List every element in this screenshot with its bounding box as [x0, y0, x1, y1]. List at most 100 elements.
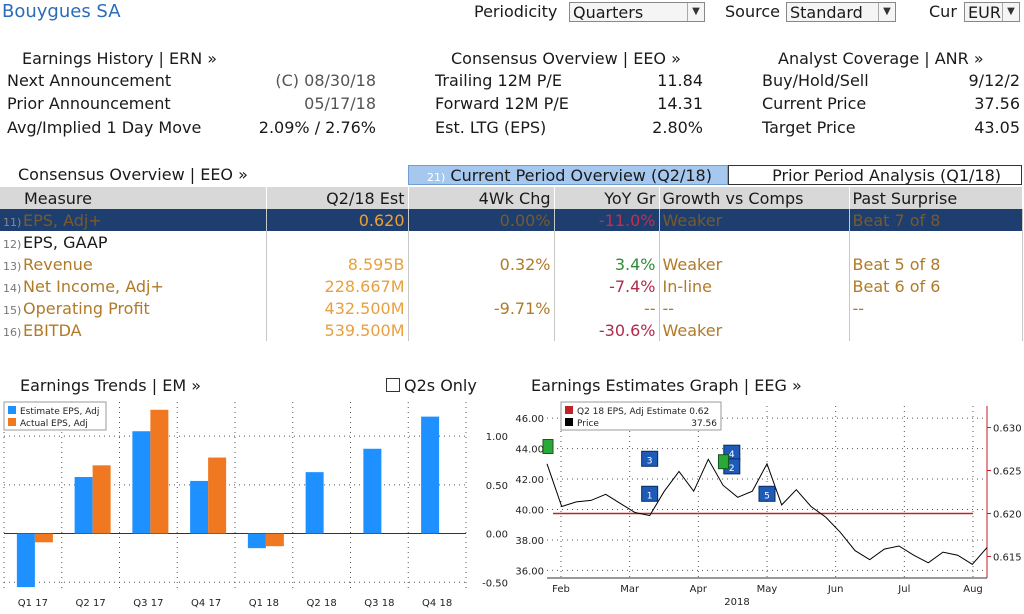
price-line [546, 458, 988, 565]
actual-bar [150, 409, 169, 534]
col-header-yoy-growth[interactable]: YoY Gr [554, 187, 660, 209]
legend-swatch [8, 406, 16, 414]
source-select[interactable]: Standard ▼ [786, 2, 896, 22]
x-tick-label: Mar [620, 584, 640, 595]
table-row[interactable]: 16) EBITDA 539.500M -30.6% Weaker [0, 319, 1023, 341]
analyst-coverage-link[interactable]: Analyst Coverage | ANR » [778, 49, 984, 68]
earnings-trends-link[interactable]: Earnings Trends | EM » [20, 376, 201, 395]
left-y-tick-label: 38.00 [515, 536, 544, 547]
consensus-table: Measure Q2/18 Est 4Wk Chg YoY Gr Growth … [0, 187, 1023, 341]
buy-hold-sell-value: 9/12/2 [968, 71, 1021, 90]
actual-bar [265, 533, 284, 547]
legend-box [3, 401, 107, 431]
estimates-graph-link[interactable]: Earnings Estimates Graph | EEG » [531, 376, 802, 395]
x-tick-label: Q2 18 [307, 598, 337, 609]
trailing-pe-label: Trailing 12M P/E [435, 71, 562, 90]
col-header-measure[interactable]: Measure [0, 187, 267, 209]
ltg-label: Est. LTG (EPS) [435, 118, 547, 137]
right-y-tick-label: 0.630 [993, 424, 1022, 435]
table-row[interactable]: 14) Net Income, Adj+ 228.667M -7.4% In-li… [0, 275, 1023, 297]
revision-marker-label: 4 [729, 450, 735, 460]
ltg-value: 2.80% [652, 118, 703, 137]
right-y-tick-label: 0.620 [993, 510, 1022, 521]
chart-legend: Estimate EPS, Adj Actual EPS, Adj [3, 401, 107, 431]
change-cell [408, 275, 555, 297]
x-tick-label: Feb [552, 584, 570, 595]
change-cell [408, 319, 555, 341]
revision-marker-label: 1 [647, 491, 653, 501]
tab-prior-period[interactable]: Prior Period Analysis (Q1/18) [728, 165, 1022, 185]
prior-announcement-value: 05/17/18 [304, 94, 376, 113]
earnings-flag [717, 454, 729, 470]
col-header-estimate[interactable]: Q2/18 Est [266, 187, 409, 209]
yoy-cell: 3.4% [554, 253, 660, 275]
measure-cell: 16) EBITDA [0, 319, 267, 341]
chevron-down-icon[interactable]: ▼ [687, 3, 704, 21]
measure-cell: 12) EPS, GAAP [0, 231, 267, 253]
change-cell: 0.32% [408, 253, 555, 275]
estimate-bar [132, 431, 151, 534]
q2s-only-checkbox[interactable]: Q2s Only [386, 376, 477, 395]
right-y-tick-label: 0.615 [993, 553, 1022, 564]
earnings-history-link[interactable]: Earnings History | ERN » [22, 49, 218, 68]
chevron-down-icon[interactable]: ▼ [1002, 3, 1019, 21]
row-number: 12) [3, 237, 22, 251]
x-tick-label: Q1 17 [18, 598, 48, 609]
x-tick-label: May [757, 584, 778, 595]
currency-label: Cur [929, 2, 957, 21]
measure-cell: 13) Revenue [0, 253, 267, 275]
chevron-down-icon[interactable]: ▼ [878, 3, 895, 21]
periodicity-label: Periodicity [474, 2, 558, 21]
measure-label: EPS, Adj+ [23, 210, 102, 230]
left-y-tick-label: 42.00 [515, 475, 544, 486]
table-row[interactable]: 11) EPS, Adj+ 0.620 0.00% -11.0% Weaker B… [0, 209, 1023, 231]
x-tick-label: Jul [897, 584, 910, 595]
periodicity-value: Quarters [573, 3, 644, 22]
source-value: Standard [790, 3, 863, 22]
currency-value: EUR [968, 3, 1001, 22]
periodicity-select[interactable]: Quarters ▼ [569, 2, 705, 22]
col-header-past-surprise[interactable]: Past Surprise [849, 187, 1023, 209]
actual-bar [34, 533, 53, 543]
forward-pe-label: Forward 12M P/E [435, 94, 569, 113]
currency-select[interactable]: EUR ▼ [964, 2, 1020, 22]
source-label: Source [725, 2, 780, 21]
y-tick-label: -0.50 [482, 578, 508, 589]
surprise-cell [849, 319, 1023, 341]
table-header-row: Measure Q2/18 Est 4Wk Chg YoY Gr Growth … [0, 187, 1023, 209]
q2s-only-label: Q2s Only [404, 376, 477, 395]
checkbox-box[interactable] [386, 378, 400, 392]
surprise-cell: Beat 7 of 8 [849, 209, 1023, 231]
measure-label: Revenue [23, 254, 93, 274]
tab-current-label: Current Period Overview (Q2/18) [450, 166, 712, 185]
table-row[interactable]: 12) EPS, GAAP [0, 231, 1023, 253]
table-row[interactable]: 15) Operating Profit 432.500M -9.71% -- -… [0, 297, 1023, 319]
tab-current-period[interactable]: 21) Current Period Overview (Q2/18) [408, 165, 728, 185]
target-price-label: Target Price [762, 118, 856, 137]
yoy-cell: -11.0% [554, 209, 660, 231]
left-y-tick-label: 40.00 [515, 506, 544, 517]
col-header-growth-vs-comps[interactable]: Growth vs Comps [659, 187, 850, 209]
y-tick-label: 0.50 [486, 481, 508, 492]
revision-marker [758, 485, 776, 502]
growth-cell: Weaker [659, 209, 850, 231]
surprise-cell: -- [849, 297, 1023, 319]
estimate-cell: 432.500M [266, 297, 409, 319]
estimate-bar [363, 448, 382, 534]
consensus-table-link[interactable]: Consensus Overview | EEO » [18, 165, 248, 184]
estimate-bar [247, 533, 266, 549]
chart-legend: Q2 18 EPS, Adj Estimate 0.62 Price 37.56 [560, 401, 722, 431]
actual-bar [92, 465, 111, 534]
legend-box [560, 401, 722, 431]
growth-cell: In-line [659, 275, 850, 297]
revision-marker-label: 5 [764, 491, 770, 501]
growth-cell: -- [659, 297, 850, 319]
col-header-4wk-change[interactable]: 4Wk Chg [408, 187, 555, 209]
growth-cell [659, 231, 850, 253]
consensus-summary-link[interactable]: Consensus Overview | EEO » [451, 49, 681, 68]
y-tick-label: 1.00 [486, 432, 508, 443]
table-row[interactable]: 13) Revenue 8.595B 0.32% 3.4% Weaker Beat… [0, 253, 1023, 275]
estimate-bar [421, 416, 440, 534]
x-tick-label: Jun [827, 584, 844, 595]
legend-label: Q2 18 EPS, Adj Estimate 0.62 [577, 407, 709, 417]
